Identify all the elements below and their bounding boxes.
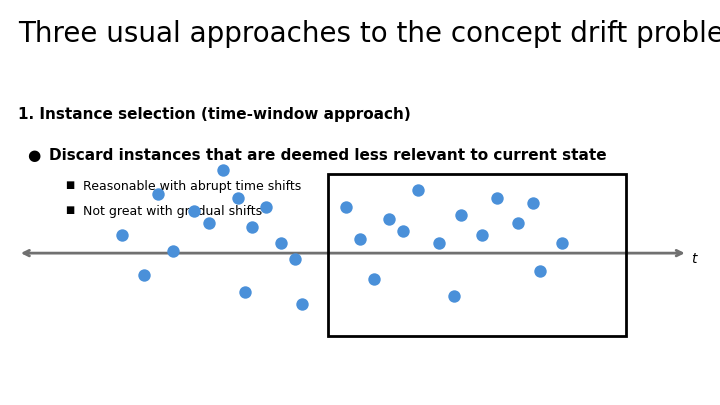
Point [297,301,308,307]
Text: ■: ■ [65,180,74,190]
Point [354,236,366,242]
Point [217,167,229,173]
Text: Reasonable with abrupt time shifts: Reasonable with abrupt time shifts [83,180,301,193]
Text: ●: ● [27,148,40,163]
Point [477,232,488,238]
Point [448,292,459,299]
Text: t: t [691,252,697,266]
Point [369,276,380,283]
Point [412,187,423,194]
Point [153,191,164,198]
Point [455,211,467,218]
Text: ■: ■ [65,205,74,215]
Text: Three usual approaches to the concept drift problem: Three usual approaches to the concept dr… [18,20,720,48]
Point [491,195,503,202]
Point [232,195,243,202]
Point [289,256,301,262]
Point [167,248,179,254]
FancyArrowPatch shape [24,250,682,256]
Bar [328,174,626,336]
Point [527,199,539,206]
Point [275,240,287,246]
Point [246,224,258,230]
Point [117,232,128,238]
Point [340,203,351,210]
Text: 1. Instance selection (time-window approach): 1. Instance selection (time-window appro… [18,107,410,122]
Text: Not great with gradual shifts: Not great with gradual shifts [83,205,262,217]
Point [397,228,409,234]
Point [261,203,272,210]
Point [513,220,524,226]
Point [534,268,546,275]
Point [189,207,200,214]
Point [239,288,251,295]
Point [138,272,150,279]
Point [203,220,215,226]
Text: Discard instances that are deemed less relevant to current state: Discard instances that are deemed less r… [49,148,606,163]
Point [383,215,395,222]
Point [556,240,567,246]
Point [433,240,445,246]
